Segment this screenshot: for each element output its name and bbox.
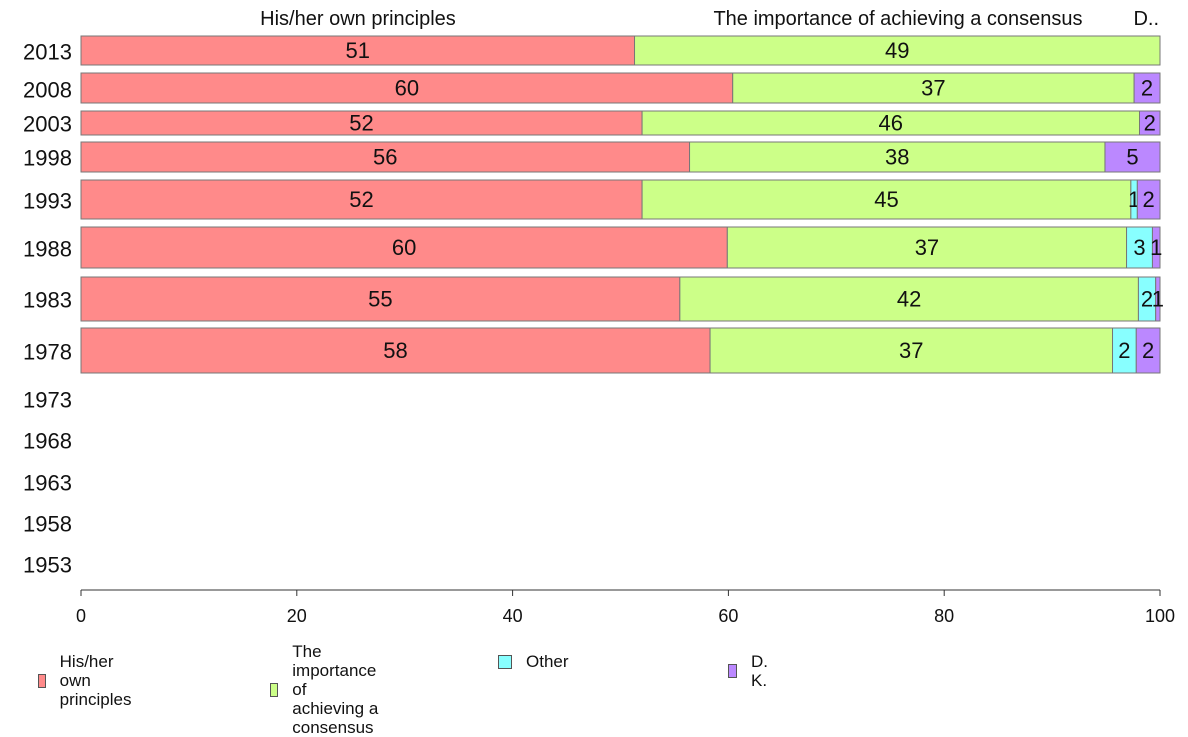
category-label: 2008 xyxy=(23,78,72,103)
category-label: 2013 xyxy=(23,40,72,65)
bar-segment xyxy=(80,179,643,220)
category-label: 1963 xyxy=(23,471,72,496)
bar-value-label: 45 xyxy=(874,187,898,212)
bar-value-label: 42 xyxy=(897,287,921,312)
category-label: 1983 xyxy=(23,288,72,313)
bar-value-label: 2 xyxy=(1142,338,1154,363)
bar-value-label: 55 xyxy=(368,287,392,312)
bar-segment xyxy=(80,327,711,374)
bar-segment xyxy=(726,226,1128,269)
bar-segment xyxy=(1151,226,1161,269)
bar-segment xyxy=(634,35,1161,66)
bar-segment xyxy=(80,276,681,322)
x-tick-label: 20 xyxy=(287,606,307,626)
legend-swatch-principles xyxy=(38,673,46,688)
bar-value-label: 58 xyxy=(383,338,407,363)
category-label: 1958 xyxy=(23,512,72,537)
legend-label-dk: D. K. xyxy=(750,652,768,690)
bar-value-label: 60 xyxy=(395,76,419,101)
bar-segment xyxy=(1155,276,1161,322)
bar-segment xyxy=(641,110,1140,136)
category-label: 1993 xyxy=(23,189,72,214)
legend-swatch-dk xyxy=(728,664,737,678)
legend-label-other: Other xyxy=(526,652,569,671)
bar-segment xyxy=(709,327,1114,374)
bar-segment xyxy=(1136,179,1161,220)
bar-segment xyxy=(641,179,1132,220)
legend-swatch-other xyxy=(498,654,512,669)
category-label: 1953 xyxy=(23,553,72,578)
bar-value-label: 37 xyxy=(899,338,923,363)
bar-value-label: 37 xyxy=(915,235,939,260)
x-tick-label: 80 xyxy=(934,606,954,626)
bar-segment xyxy=(1135,327,1161,374)
bar-value-label: 60 xyxy=(392,235,416,260)
legend-item-dk: D. K. xyxy=(728,652,773,690)
x-tick-label: 60 xyxy=(718,606,738,626)
column-header: His/her own principles xyxy=(260,8,456,30)
bar-segment xyxy=(80,72,734,104)
bar-segment xyxy=(1104,141,1161,173)
category-label: 2003 xyxy=(23,112,72,137)
bar-value-label: 37 xyxy=(921,76,945,101)
category-label: 1978 xyxy=(23,340,72,365)
bar-segment xyxy=(679,276,1139,322)
category-label: 1998 xyxy=(23,146,72,171)
bar-segment xyxy=(80,110,643,136)
bar-segment xyxy=(1133,72,1161,104)
legend-label-consensus: The importance of achieving a consensus xyxy=(292,642,379,737)
legend-label-principles: His/her own principles xyxy=(59,652,132,709)
bar-value-label: 1 xyxy=(1150,235,1162,260)
column-header: The importance of achieving a consensus xyxy=(713,8,1082,30)
legend-swatch-consensus xyxy=(270,682,279,697)
legend-item-principles: His/her own principles xyxy=(38,652,138,709)
bar-value-label: 51 xyxy=(346,38,370,63)
bar-value-label: 2 xyxy=(1141,76,1153,101)
column-header: D.. xyxy=(1133,8,1159,30)
x-tick-label: 40 xyxy=(503,606,523,626)
bar-segment xyxy=(689,141,1106,173)
bar-value-label: 1 xyxy=(1152,287,1164,312)
x-tick-label: 0 xyxy=(76,606,86,626)
bar-value-label: 52 xyxy=(349,187,373,212)
bar-segment xyxy=(1126,226,1153,269)
bar-value-label: 2 xyxy=(1118,338,1130,363)
bar-value-label: 38 xyxy=(885,145,909,170)
bar-value-label: 46 xyxy=(879,111,903,136)
bar-value-label: 49 xyxy=(885,38,909,63)
bar-value-label: 2 xyxy=(1143,187,1155,212)
legend-item-other: Other xyxy=(498,652,569,671)
category-label: 1968 xyxy=(23,429,72,454)
bar-value-label: 3 xyxy=(1133,235,1145,260)
bar-segment xyxy=(80,35,636,66)
bar-value-label: 52 xyxy=(349,111,373,136)
bar-value-label: 5 xyxy=(1126,145,1138,170)
bar-segment xyxy=(1138,110,1161,136)
bar-value-label: 2 xyxy=(1141,287,1153,312)
x-tick-label: 100 xyxy=(1145,606,1175,626)
legend-item-consensus: The importance of achieving a consensus xyxy=(270,642,382,737)
bar-segment xyxy=(80,141,691,173)
category-label: 1988 xyxy=(23,237,72,262)
category-label: 1973 xyxy=(23,388,72,413)
bar-value-label: 2 xyxy=(1144,111,1156,136)
bar-value-label: 56 xyxy=(373,145,397,170)
